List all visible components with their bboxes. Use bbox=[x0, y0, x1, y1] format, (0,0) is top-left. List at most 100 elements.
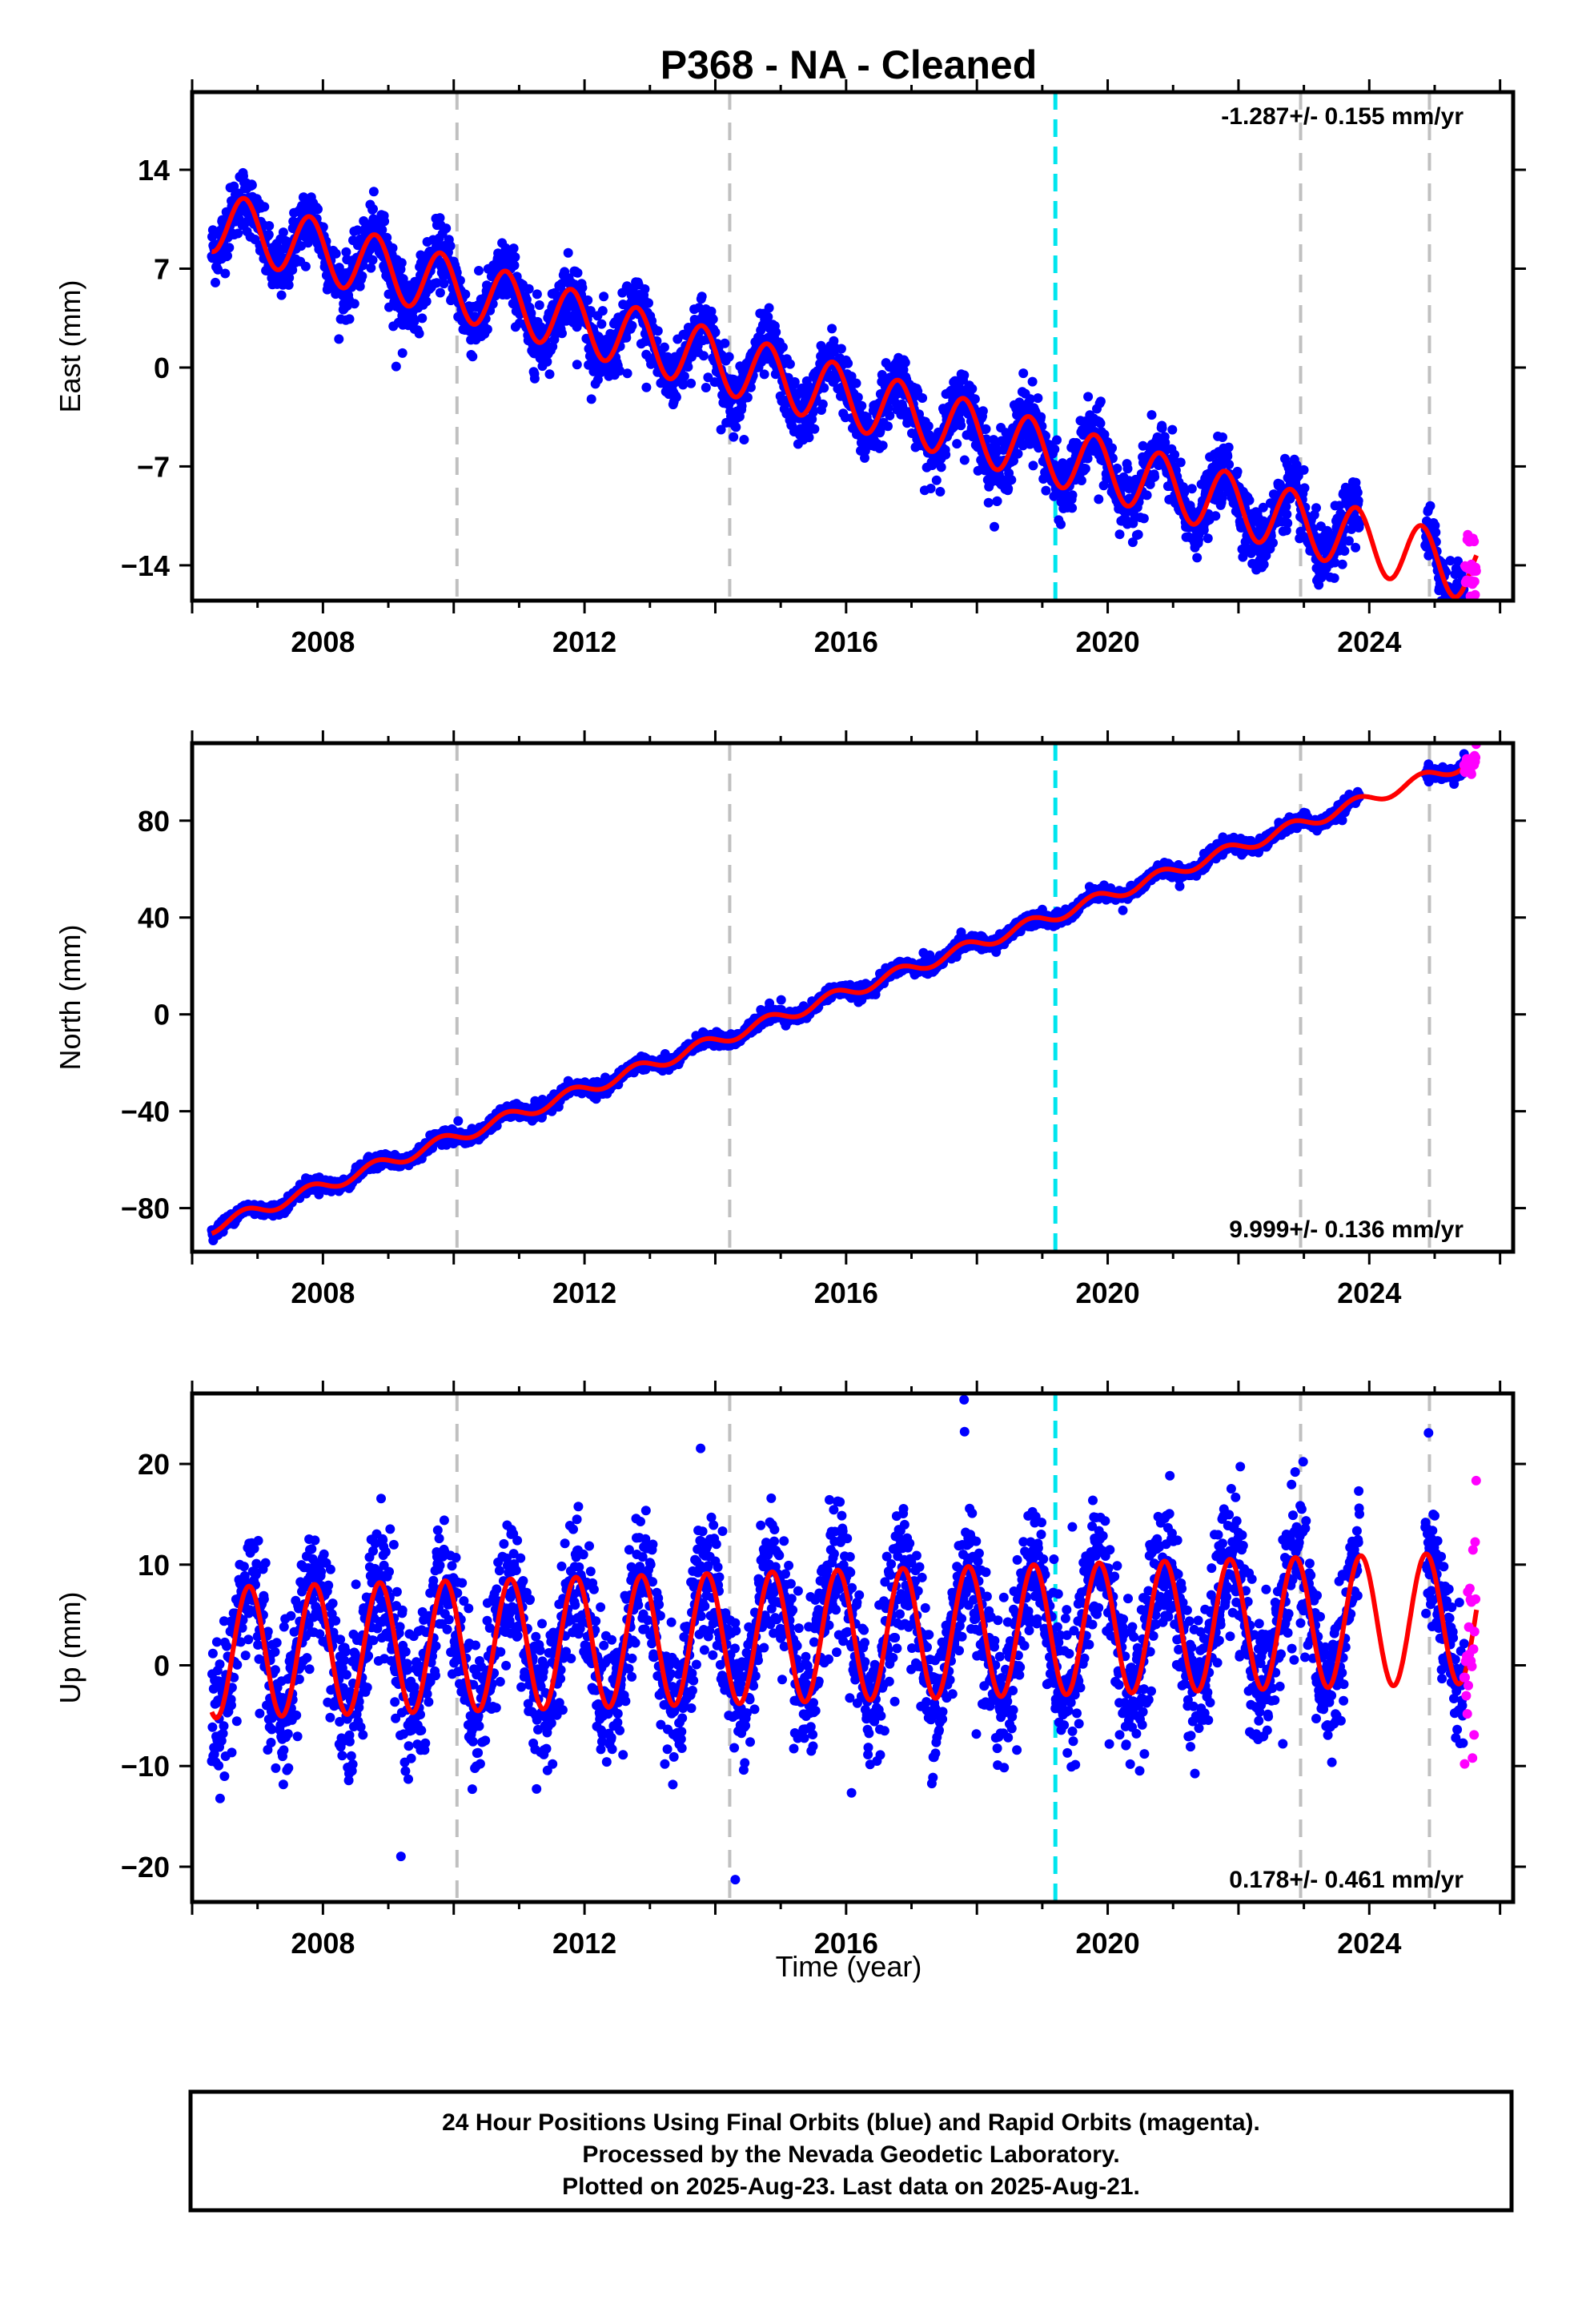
data-point bbox=[883, 421, 893, 432]
data-point bbox=[1223, 451, 1233, 461]
data-point bbox=[367, 255, 378, 265]
data-point bbox=[1311, 503, 1321, 513]
data-point bbox=[777, 342, 788, 352]
data-point bbox=[710, 328, 721, 337]
data-point bbox=[615, 366, 625, 376]
data-point bbox=[421, 296, 432, 307]
data-point bbox=[671, 392, 681, 402]
data-point bbox=[883, 403, 893, 413]
data-point bbox=[917, 393, 928, 403]
data-point bbox=[809, 424, 820, 434]
east-rate-label: -1.287+/- 0.155 mm/yr bbox=[1221, 103, 1464, 130]
outlier-point bbox=[388, 321, 399, 332]
data-point bbox=[349, 299, 359, 309]
data-point bbox=[644, 298, 653, 308]
data-point bbox=[1095, 396, 1106, 407]
rapid-point bbox=[1465, 607, 1475, 617]
data-point bbox=[1238, 552, 1248, 562]
data-point bbox=[640, 284, 650, 294]
data-point bbox=[1033, 393, 1043, 404]
data-point bbox=[542, 356, 552, 367]
data-point bbox=[935, 487, 946, 497]
outlier-point bbox=[532, 289, 542, 300]
data-point bbox=[819, 383, 829, 393]
data-point bbox=[686, 378, 697, 388]
data-point bbox=[1258, 502, 1268, 513]
x-tick-label: 2008 bbox=[291, 625, 355, 658]
chart-title: P368 - NA - Cleaned bbox=[661, 42, 1038, 87]
data-point bbox=[759, 369, 769, 380]
data-point bbox=[441, 223, 452, 234]
data-point bbox=[1107, 443, 1117, 453]
data-point bbox=[846, 372, 857, 381]
data-point bbox=[1025, 394, 1035, 404]
data-point bbox=[900, 357, 910, 368]
data-point bbox=[284, 272, 295, 283]
data-point bbox=[468, 352, 478, 362]
data-point bbox=[785, 359, 795, 369]
outlier-point bbox=[300, 261, 311, 271]
data-point bbox=[1099, 429, 1110, 440]
data-point bbox=[983, 497, 994, 508]
data-point bbox=[1217, 493, 1227, 504]
data-point bbox=[1142, 490, 1152, 501]
data-point bbox=[708, 314, 718, 324]
rapid-point bbox=[1469, 537, 1480, 547]
data-point bbox=[827, 324, 837, 334]
data-point bbox=[956, 420, 966, 431]
data-point bbox=[397, 348, 408, 358]
data-point bbox=[577, 283, 588, 293]
data-point bbox=[524, 283, 534, 294]
data-point bbox=[698, 351, 709, 361]
data-point bbox=[1095, 418, 1106, 428]
data-point bbox=[1009, 456, 1018, 466]
data-point bbox=[1138, 513, 1149, 524]
outlier-point bbox=[959, 455, 970, 465]
data-point bbox=[1203, 533, 1213, 544]
data-point bbox=[334, 334, 344, 344]
data-point bbox=[1003, 484, 1014, 494]
data-point bbox=[1281, 525, 1291, 536]
x-tick-label: 2020 bbox=[1076, 625, 1140, 658]
data-point bbox=[211, 277, 220, 287]
data-point bbox=[1431, 527, 1441, 537]
outlier-point bbox=[572, 360, 582, 370]
data-point bbox=[276, 290, 287, 300]
data-point bbox=[263, 230, 274, 239]
data-point bbox=[1192, 553, 1203, 563]
data-point bbox=[1443, 619, 1453, 629]
east-model-curve bbox=[211, 195, 1480, 600]
data-point bbox=[729, 432, 739, 442]
data-point bbox=[583, 295, 593, 305]
data-point bbox=[1133, 529, 1143, 540]
data-point bbox=[344, 314, 355, 324]
data-point bbox=[764, 303, 774, 313]
data-point bbox=[804, 432, 814, 443]
data-point bbox=[1112, 463, 1122, 473]
data-point bbox=[1351, 542, 1361, 553]
data-point bbox=[875, 426, 885, 436]
data-point bbox=[445, 241, 456, 251]
data-point bbox=[278, 227, 288, 238]
data-point bbox=[885, 411, 895, 420]
data-point bbox=[697, 292, 707, 302]
data-point bbox=[1218, 432, 1227, 442]
data-point bbox=[1076, 476, 1086, 485]
outlier-point bbox=[599, 292, 609, 302]
data-point bbox=[233, 228, 243, 239]
data-point bbox=[843, 358, 853, 368]
data-point bbox=[1282, 509, 1292, 520]
data-point bbox=[857, 400, 867, 411]
data-point bbox=[720, 338, 730, 348]
data-point bbox=[414, 328, 424, 339]
data-point bbox=[357, 271, 367, 281]
data-point bbox=[1299, 464, 1309, 475]
data-point bbox=[923, 421, 934, 432]
east-final-orbit-points bbox=[207, 167, 1469, 629]
data-point bbox=[387, 243, 398, 253]
outlier-point bbox=[701, 383, 711, 392]
data-point bbox=[1283, 518, 1293, 529]
data-point bbox=[366, 263, 376, 273]
east-rapid-orbit-points bbox=[1460, 529, 1481, 617]
